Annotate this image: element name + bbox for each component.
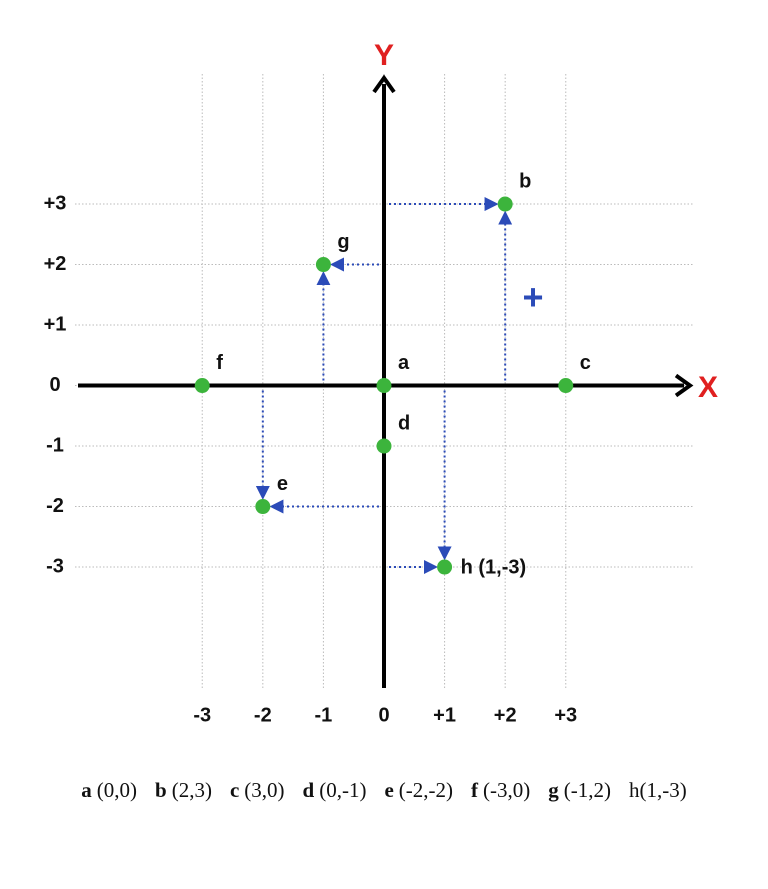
point-label: a xyxy=(398,352,410,374)
x-tick-label: +2 xyxy=(494,704,517,726)
y-axis-arrow xyxy=(372,74,396,94)
caption-coords: (2,3) xyxy=(172,778,212,802)
caption-letter: f xyxy=(471,778,479,802)
guide-arrows xyxy=(255,197,513,575)
point xyxy=(376,378,392,394)
y-tick-label: -1 xyxy=(46,434,64,456)
y-tick-label: -2 xyxy=(46,495,64,517)
points: a b c d e f g h (1,-3) xyxy=(194,170,591,578)
caption-letter: e xyxy=(384,778,393,802)
y-tick-label: +3 xyxy=(44,192,67,214)
caption-coords: (-1,2) xyxy=(564,778,611,802)
y-tick-label: +2 xyxy=(44,253,67,275)
x-tick-label: 0 xyxy=(378,704,389,726)
point xyxy=(255,499,271,515)
x-axis-arrow xyxy=(674,373,694,398)
point xyxy=(194,378,210,394)
point-label: f xyxy=(216,352,223,374)
y-tick-label: +1 xyxy=(44,313,67,335)
caption-letter: g xyxy=(548,778,559,802)
point-label: d xyxy=(398,412,410,434)
y-tick-label: 0 xyxy=(49,374,60,396)
x-tick-label: +1 xyxy=(433,704,456,726)
point-label: g xyxy=(337,231,349,253)
point-label: h (1,-3) xyxy=(461,556,527,578)
x-axis-label: X xyxy=(698,371,718,404)
caption-coords: (-2,-2) xyxy=(399,778,453,802)
caption-coords: (0,0) xyxy=(97,778,137,802)
caption-coords: (1,-3) xyxy=(639,778,686,802)
y-axis-label: Y xyxy=(374,39,394,72)
point xyxy=(376,438,392,454)
y-tick-label: -3 xyxy=(46,555,64,577)
caption-letter: a xyxy=(81,778,92,802)
point xyxy=(558,378,574,394)
point xyxy=(315,257,331,273)
caption-letter: h xyxy=(629,778,640,802)
caption-coords: (-3,0) xyxy=(483,778,530,802)
caption-letter: c xyxy=(230,778,239,802)
caption: a (0,0) b (2,3) c (3,0) d (0,-1) e (-2,-2) f (-3,0)… xyxy=(81,778,686,802)
point xyxy=(497,196,513,212)
x-tick-label: +3 xyxy=(554,704,577,726)
caption-coords: (0,-1) xyxy=(319,778,366,802)
point-label: b xyxy=(519,170,531,192)
x-tick-label: -2 xyxy=(254,704,272,726)
caption-coords: (3,0) xyxy=(244,778,284,802)
point xyxy=(437,559,453,575)
caption-letter: b xyxy=(155,778,167,802)
point-label: c xyxy=(580,352,591,374)
caption-letter: d xyxy=(303,778,315,802)
x-tick-label: -3 xyxy=(193,704,211,726)
quadrant-sign: + xyxy=(522,277,543,318)
x-tick-label: -1 xyxy=(315,704,333,726)
point-label: e xyxy=(277,473,288,495)
axes: -3 -2 -1 0 +1 +2 +3 -3 -2 -1 0 +1 +2 +3 xyxy=(44,74,694,726)
